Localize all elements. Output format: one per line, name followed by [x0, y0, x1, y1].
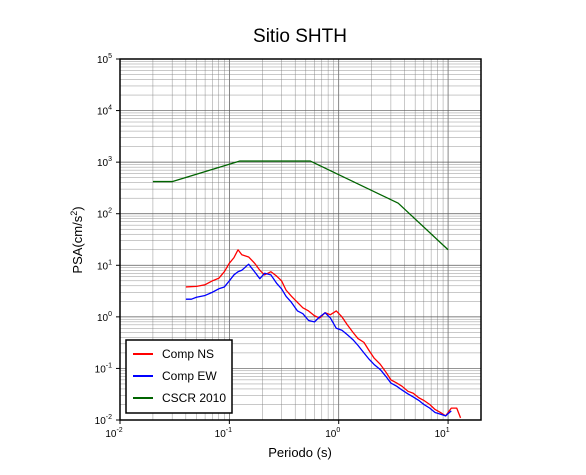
chart-title: Sitio SHTH — [253, 26, 347, 47]
legend-label-comp-ns: Comp NS — [162, 347, 214, 361]
series-line-comp-ew — [185, 263, 452, 417]
y-axis-label-end: ) — [70, 206, 85, 210]
y-axis-label-base: PSA(cm/s — [70, 215, 85, 273]
y-tick-label: 100 — [97, 311, 112, 324]
grid — [119, 58, 482, 421]
y-tick-label: 103 — [97, 156, 112, 169]
y-axis-ticks: 10-2 10-1 100 101 102 103 104 105 — [95, 53, 120, 427]
legend-label-comp-ew: Comp EW — [162, 369, 217, 383]
x-tick-label: 100 — [325, 427, 340, 440]
y-tick-label: 104 — [97, 105, 112, 118]
x-tick-label: 10-1 — [215, 427, 232, 440]
plot-frame — [119, 58, 482, 421]
y-tick-label: 102 — [97, 208, 112, 221]
x-tick-label: 10-2 — [105, 427, 122, 440]
y-tick-label: 10-1 — [95, 362, 112, 375]
plot-area — [152, 160, 462, 419]
y-tick-label: 101 — [97, 259, 112, 272]
y-tick-label: 10-2 — [95, 414, 112, 427]
legend-label-cscr-2010: CSCR 2010 — [162, 391, 226, 405]
series-line-comp-ns — [185, 249, 462, 419]
x-axis-ticks: 10-2 10-1 100 101 — [105, 420, 450, 440]
series-line-cscr-2010 — [152, 160, 449, 251]
x-tick-label: 101 — [435, 427, 450, 440]
legend: Comp NS Comp EW CSCR 2010 — [125, 339, 233, 414]
y-axis-label-sup: 2 — [69, 211, 79, 216]
y-tick-label: 105 — [97, 53, 112, 66]
x-axis-label: Periodo (s) — [268, 445, 332, 460]
y-axis-label: PSA(cm/s2) — [69, 206, 85, 273]
